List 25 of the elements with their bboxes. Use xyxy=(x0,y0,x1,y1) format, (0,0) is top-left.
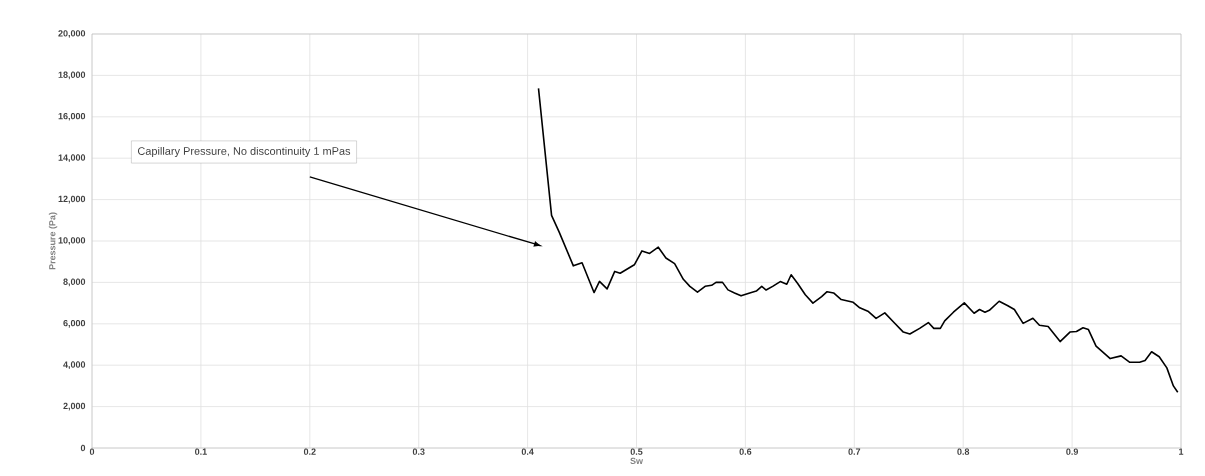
x-tick-label: 0.7 xyxy=(848,448,861,455)
y-tick-label: 6,000 xyxy=(63,319,86,328)
x-tick-label: 0.8 xyxy=(957,448,970,455)
y-tick-label: 2,000 xyxy=(63,402,86,411)
y-tick-label: 16,000 xyxy=(58,112,86,121)
x-tick-label: 0.6 xyxy=(739,448,752,455)
x-tick-label: 0.3 xyxy=(412,448,425,455)
y-tick-label: 14,000 xyxy=(58,154,86,163)
y-axis-title: Pressure (Pa) xyxy=(48,212,58,270)
y-tick-label: 10,000 xyxy=(58,237,86,245)
x-tick-label: 0 xyxy=(89,448,95,455)
x-tick-label: 0.5 xyxy=(630,448,643,455)
y-tick-label: 12,000 xyxy=(58,195,86,204)
y-tick-label: 4,000 xyxy=(63,361,86,370)
y-tick-label: 18,000 xyxy=(58,71,86,80)
x-tick-label: 0.9 xyxy=(1066,448,1079,455)
line-series xyxy=(537,87,1179,394)
x-tick-label: 0.2 xyxy=(303,448,316,455)
x-tick-label: 0.4 xyxy=(521,448,534,455)
x-tick-label: 1 xyxy=(1179,448,1184,455)
x-tick-label: 0.1 xyxy=(195,448,207,455)
x-axis-title: Sw xyxy=(630,457,644,465)
y-tick-label: 8,000 xyxy=(63,278,86,287)
annotation: Capillary Pressure, No discontinuity 1 mPas xyxy=(137,146,351,158)
y-tick-label: 20,000 xyxy=(58,30,86,38)
